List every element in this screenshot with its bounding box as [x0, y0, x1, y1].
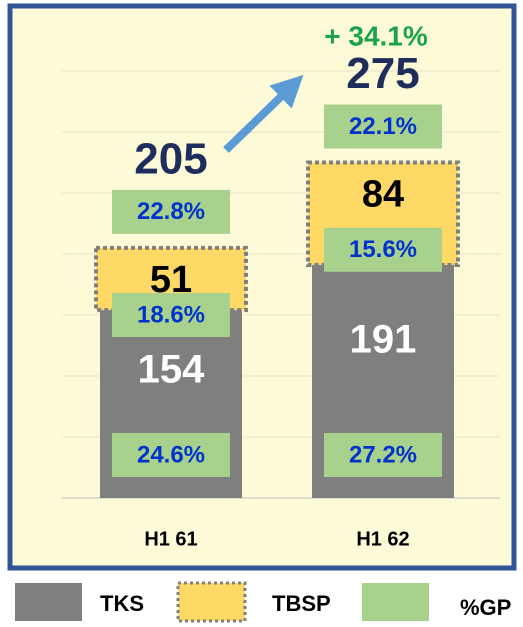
total-label: 275	[346, 49, 419, 98]
gp-box	[112, 189, 230, 234]
legend-swatch	[15, 583, 82, 621]
gp-label: 27.2%	[349, 441, 417, 468]
gp-label: 22.1%	[349, 113, 417, 140]
gp-box	[324, 227, 442, 272]
x-tick-label: H1 61	[144, 528, 197, 550]
gp-label: 18.6%	[137, 301, 205, 328]
value-label: 154	[138, 348, 205, 392]
gp-label: 22.8%	[137, 198, 205, 225]
growth-arrow	[223, 74, 304, 153]
gp-box	[112, 293, 230, 338]
legend-label: %GP	[460, 595, 511, 620]
legend-label: TBSP	[272, 591, 331, 616]
gp-box	[324, 433, 442, 477]
value-label: 191	[350, 317, 417, 361]
legend-label: TKS	[100, 591, 144, 616]
legend-swatch	[176, 581, 247, 623]
change-label: + 34.1%	[324, 20, 428, 51]
gp-label: 24.6%	[137, 441, 205, 468]
x-tick-label: H1 62	[356, 528, 409, 550]
value-label: 84	[362, 174, 404, 216]
legend-swatch	[362, 583, 429, 621]
total-label: 205	[134, 135, 207, 184]
gp-label: 15.6%	[349, 236, 417, 263]
gp-box	[324, 104, 442, 149]
gp-box	[112, 433, 230, 477]
